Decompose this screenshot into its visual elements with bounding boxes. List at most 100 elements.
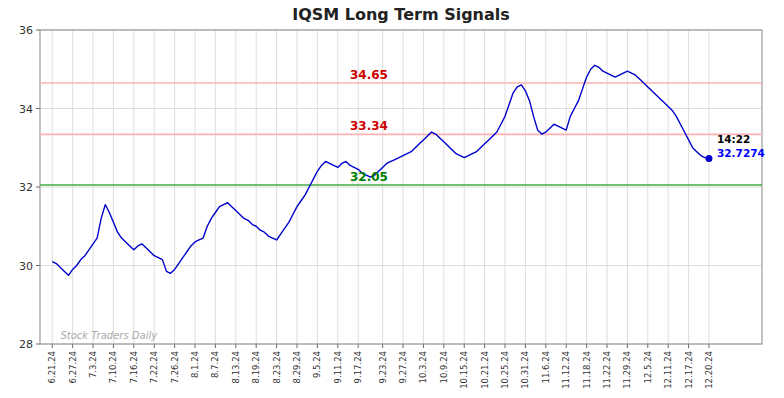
x-tick xyxy=(154,344,155,348)
x-tick-label: 7.16.24 xyxy=(129,351,139,383)
x-tick xyxy=(566,344,567,348)
x-tick xyxy=(276,344,277,348)
last-time-label: 14:22 xyxy=(717,133,750,145)
grid-line xyxy=(708,30,709,344)
grid-line xyxy=(40,108,762,109)
x-tick xyxy=(215,344,216,348)
grid-line xyxy=(566,30,567,344)
x-tick xyxy=(423,344,424,348)
x-tick xyxy=(586,344,587,348)
title: IQSM Long Term Signals xyxy=(292,5,510,24)
grid-line xyxy=(113,30,114,344)
x-tick xyxy=(525,344,526,348)
x-tick xyxy=(296,344,297,348)
x-tick-label: 12.5.24 xyxy=(643,351,653,383)
grid-line xyxy=(505,30,506,344)
x-tick-label: 11.12.24 xyxy=(561,351,571,389)
x-tick-label: 8.23.24 xyxy=(272,351,282,383)
x-tick xyxy=(627,344,628,348)
x-tick-label: 8.13.24 xyxy=(231,351,241,383)
y-tick xyxy=(36,30,40,31)
x-tick xyxy=(464,344,465,348)
y-tick xyxy=(36,265,40,266)
x-tick-label: 9.27.24 xyxy=(398,351,408,383)
watermark: Stock Traders Daily xyxy=(60,330,158,341)
grid-line xyxy=(688,30,689,344)
grid-line xyxy=(423,30,424,344)
x-tick-label: 7.22.24 xyxy=(149,351,159,383)
x-tick xyxy=(688,344,689,348)
grid-line xyxy=(215,30,216,344)
chart: 28303234366.21.246.27.247.3.247.10.247.1… xyxy=(0,0,784,398)
x-tick-label: 11.29.24 xyxy=(622,351,632,389)
level-line xyxy=(40,134,762,136)
y-tick-label: 32 xyxy=(19,181,33,194)
x-tick xyxy=(195,344,196,348)
level-label: 33.34 xyxy=(350,119,388,133)
x-tick-label: 8.29.24 xyxy=(292,351,302,383)
level-line xyxy=(40,184,762,186)
grid-line xyxy=(40,265,762,266)
y-tick-label: 30 xyxy=(19,260,33,273)
x-tick-label: 8.1.24 xyxy=(190,351,200,378)
plot-area xyxy=(40,30,762,344)
x-tick xyxy=(484,344,485,348)
x-tick xyxy=(256,344,257,348)
grid-line xyxy=(174,30,175,344)
y-tick-label: 36 xyxy=(19,24,33,37)
plot-frame xyxy=(40,30,762,344)
x-tick-label: 12.11.24 xyxy=(663,351,673,389)
x-tick-label: 11.6.24 xyxy=(541,351,551,383)
grid-line xyxy=(484,30,485,344)
grid-line xyxy=(276,30,277,344)
x-tick-label: 11.18.24 xyxy=(582,351,592,389)
x-tick-label: 7.3.24 xyxy=(88,351,98,378)
grid-line xyxy=(647,30,648,344)
y-tick xyxy=(36,344,40,345)
grid-line xyxy=(443,30,444,344)
grid-line xyxy=(72,30,73,344)
x-tick xyxy=(668,344,669,348)
x-tick-label: 8.7.24 xyxy=(210,351,220,378)
grid-line xyxy=(256,30,257,344)
grid-line xyxy=(52,30,53,344)
labels: 34.6533.3432.0514:2232.7274Stock Traders… xyxy=(60,68,764,341)
grid-line xyxy=(545,30,546,344)
x-tick xyxy=(235,344,236,348)
last-point xyxy=(705,155,712,162)
grid-line xyxy=(317,30,318,344)
y-tick-label: 28 xyxy=(19,338,33,351)
grid-line xyxy=(525,30,526,344)
x-tick-label: 6.21.24 xyxy=(47,351,57,383)
x-tick-label: 11.22.24 xyxy=(602,351,612,389)
x-tick-label: 7.26.24 xyxy=(170,351,180,383)
grid-line xyxy=(464,30,465,344)
grid-line xyxy=(195,30,196,344)
grid-line xyxy=(235,30,236,344)
level-line xyxy=(40,82,762,84)
data-layer xyxy=(40,65,762,275)
level-label: 32.05 xyxy=(350,170,388,184)
x-tick-label: 8.19.24 xyxy=(251,351,261,383)
x-tick-label: 7.10.24 xyxy=(108,351,118,383)
grid-line xyxy=(627,30,628,344)
level-label: 34.65 xyxy=(350,68,388,82)
x-tick xyxy=(52,344,53,348)
y-tick xyxy=(36,108,40,109)
x-tick xyxy=(174,344,175,348)
x-tick-label: 10.9.24 xyxy=(439,351,449,383)
x-tick-label: 10.31.24 xyxy=(520,351,530,389)
x-tick xyxy=(317,344,318,348)
x-tick xyxy=(606,344,607,348)
axes: 28303234366.21.246.27.247.3.247.10.247.1… xyxy=(19,24,714,389)
x-tick xyxy=(505,344,506,348)
x-tick-label: 12.17.24 xyxy=(684,351,694,389)
x-tick xyxy=(72,344,73,348)
x-tick-label: 9.23.24 xyxy=(378,351,388,383)
grid xyxy=(40,30,762,344)
x-tick xyxy=(708,344,709,348)
x-tick-label: 10.25.24 xyxy=(500,351,510,389)
grid-line xyxy=(154,30,155,344)
x-tick-label: 9.17.24 xyxy=(353,351,363,383)
x-tick-label: 10.3.24 xyxy=(418,351,428,383)
